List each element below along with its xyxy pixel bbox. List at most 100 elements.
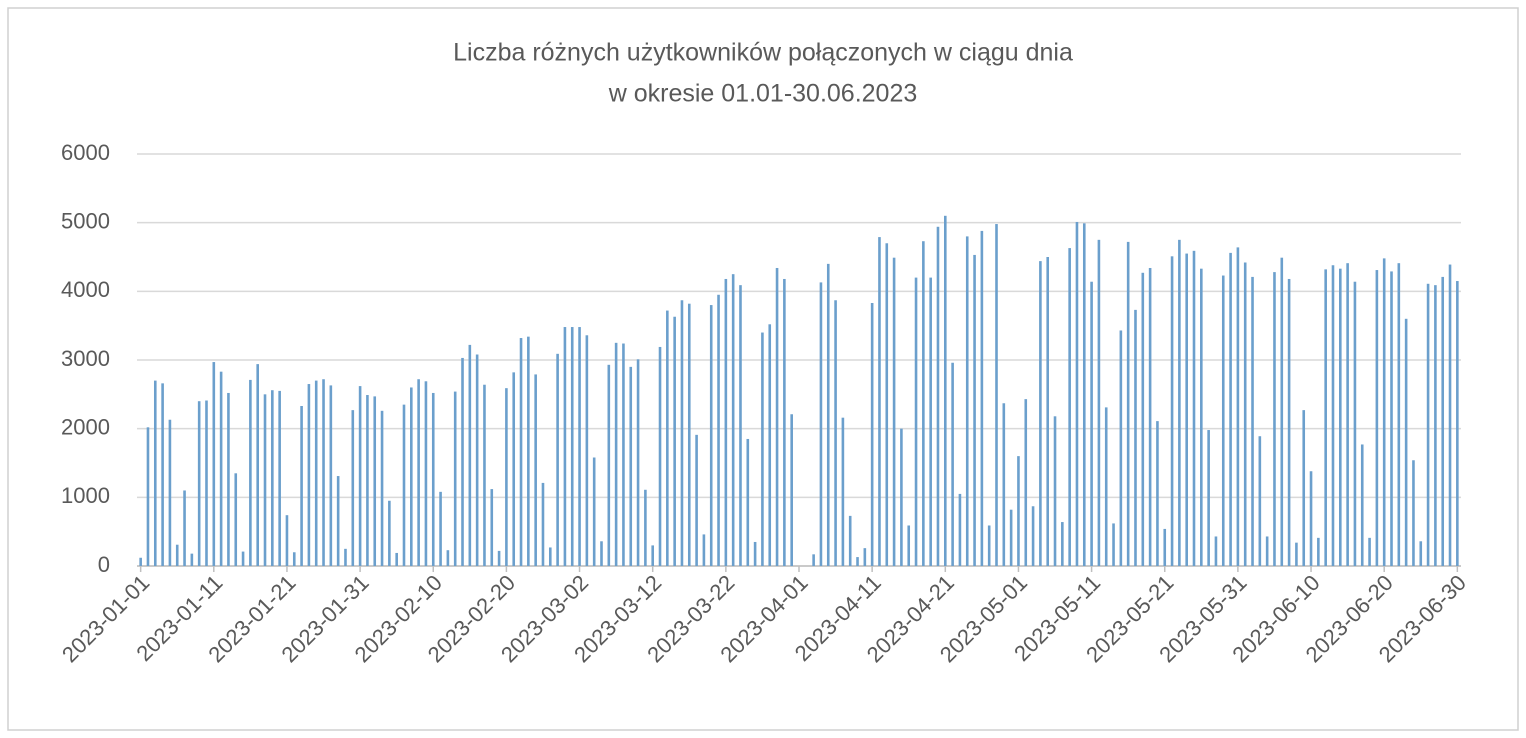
bar — [1090, 281, 1093, 566]
bar — [1046, 257, 1050, 566]
y-tick-label: 1000 — [61, 483, 110, 508]
bar — [1434, 285, 1437, 566]
bar — [826, 263, 830, 566]
bar — [1382, 258, 1386, 566]
bar — [702, 534, 706, 566]
bar — [951, 362, 954, 566]
bar — [534, 374, 537, 566]
bar — [761, 332, 764, 566]
y-tick-label: 2000 — [61, 414, 110, 439]
bar — [1295, 542, 1298, 566]
bar — [878, 237, 881, 566]
bar — [973, 254, 976, 566]
bar — [680, 300, 684, 566]
bar — [1068, 248, 1071, 566]
bar — [709, 305, 713, 566]
bar — [739, 285, 742, 566]
bar — [658, 346, 662, 566]
bar — [1185, 253, 1188, 567]
bar — [1024, 399, 1028, 566]
bar — [1287, 278, 1291, 566]
bar — [790, 414, 793, 566]
bar — [402, 404, 406, 566]
bar — [395, 552, 398, 566]
bar — [1426, 283, 1430, 566]
bar — [1375, 270, 1379, 566]
bar — [344, 548, 347, 566]
bar — [644, 489, 647, 566]
bar — [563, 327, 567, 566]
bar — [1404, 318, 1408, 566]
bar — [1112, 523, 1115, 566]
bar — [717, 294, 720, 566]
bar — [358, 386, 362, 566]
bar — [139, 557, 142, 566]
bar — [614, 342, 618, 566]
bar — [197, 401, 201, 566]
bar — [958, 493, 962, 566]
bar — [292, 552, 296, 566]
bar — [1280, 257, 1284, 566]
bar — [227, 392, 230, 566]
bar — [1397, 263, 1401, 566]
bar — [1309, 471, 1313, 566]
bar — [1075, 221, 1079, 567]
bar — [146, 427, 150, 566]
bar — [570, 327, 574, 566]
bar — [380, 410, 384, 566]
y-tick-label: 0 — [98, 552, 110, 577]
bar — [1346, 263, 1349, 566]
chart-title: Liczba różnych użytkowników połączonych … — [453, 39, 1073, 67]
bar — [475, 354, 479, 566]
bar — [1061, 522, 1064, 566]
bar — [1265, 536, 1269, 566]
bar — [987, 525, 991, 566]
bar — [1200, 268, 1203, 566]
bar — [219, 371, 223, 566]
bar — [1148, 267, 1152, 566]
bar — [1156, 421, 1159, 566]
bar — [1339, 268, 1342, 566]
bar — [205, 400, 208, 566]
bar — [541, 482, 545, 566]
bar — [812, 554, 815, 566]
bar — [819, 282, 823, 566]
y-tick-label: 5000 — [61, 208, 110, 233]
bar — [1360, 444, 1364, 566]
bar — [1170, 256, 1174, 566]
bar — [1192, 250, 1196, 566]
bar — [241, 551, 245, 566]
bar — [336, 476, 340, 566]
bar — [153, 380, 157, 566]
bar — [1097, 239, 1101, 567]
bar — [161, 383, 164, 566]
bar — [175, 544, 179, 566]
bar — [1104, 407, 1108, 566]
bar — [885, 243, 889, 566]
bar — [1390, 271, 1393, 566]
bar — [1317, 537, 1320, 566]
bar — [673, 316, 676, 566]
bar — [1251, 276, 1254, 566]
bar — [417, 379, 420, 566]
bar — [1002, 403, 1006, 566]
bar — [263, 394, 267, 566]
bar — [1126, 241, 1130, 567]
bar — [753, 541, 757, 566]
bar — [1039, 261, 1042, 566]
bar — [512, 372, 516, 566]
bar — [461, 357, 464, 566]
bar — [366, 395, 369, 566]
bar — [995, 224, 998, 567]
bar — [300, 406, 303, 566]
bar — [351, 410, 355, 566]
bar — [943, 215, 947, 567]
bar — [1134, 309, 1137, 566]
bar — [1353, 281, 1357, 566]
bar — [1258, 436, 1262, 566]
bar — [1163, 528, 1167, 566]
bar — [922, 241, 925, 566]
bar — [1214, 536, 1218, 566]
bar — [1236, 247, 1240, 567]
bar — [256, 364, 259, 566]
